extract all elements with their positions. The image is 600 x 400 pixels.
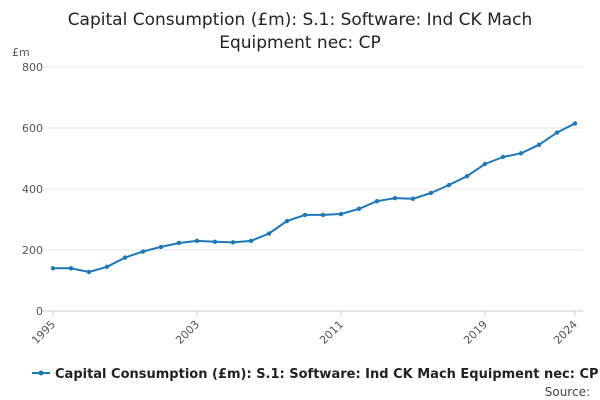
data-point[interactable]	[500, 154, 506, 160]
data-point[interactable]	[50, 266, 56, 271]
data-point[interactable]	[464, 173, 470, 179]
data-point[interactable]	[140, 249, 146, 254]
data-point[interactable]	[194, 238, 200, 244]
data-point[interactable]	[302, 212, 308, 218]
data-point[interactable]	[536, 142, 542, 147]
source-label: Source:	[545, 385, 590, 399]
y-tick-label: 800	[22, 61, 43, 74]
chart-title-line-2: Equipment nec: CP	[219, 33, 381, 53]
data-point[interactable]	[176, 240, 182, 246]
x-tick-label: 2003	[173, 318, 202, 347]
data-point[interactable]	[158, 244, 164, 250]
data-point[interactable]	[230, 240, 236, 245]
data-point[interactable]	[104, 264, 110, 269]
chart-title-line-1: Capital Consumption (£m): S.1: Software:…	[68, 10, 533, 30]
gridlines	[43, 66, 583, 251]
y-axis-unit: £m	[12, 46, 30, 59]
x-tick-label: 1995	[29, 318, 58, 347]
data-point[interactable]	[446, 182, 452, 188]
data-point[interactable]	[482, 161, 488, 167]
x-tick-label: 2019	[461, 318, 490, 347]
y-tick-label: 0	[36, 305, 43, 318]
data-point[interactable]	[392, 195, 398, 201]
data-point[interactable]	[572, 121, 578, 126]
data-point[interactable]	[212, 239, 218, 244]
data-point[interactable]	[86, 269, 92, 275]
legend-swatch-marker	[38, 370, 44, 376]
chart-title: Capital Consumption (£m): S.1: Software:…	[68, 10, 533, 53]
y-axis-ticks: 0 200 400 600 800	[22, 61, 43, 318]
x-tick-label: 2011	[317, 318, 346, 347]
data-point[interactable]	[374, 199, 380, 204]
data-point[interactable]	[320, 212, 326, 218]
legend: Capital Consumption (£m): S.1: Software:…	[32, 367, 599, 382]
y-tick-label: 200	[22, 244, 43, 257]
data-point[interactable]	[410, 196, 416, 201]
legend-entry: Capital Consumption (£m): S.1: Software:…	[55, 367, 599, 382]
data-point[interactable]	[518, 151, 524, 156]
series-group	[50, 121, 578, 275]
data-point[interactable]	[68, 266, 74, 271]
data-point[interactable]	[428, 190, 434, 196]
data-point[interactable]	[338, 211, 344, 217]
y-tick-label: 600	[22, 122, 43, 135]
y-tick-label: 400	[22, 183, 43, 196]
data-point[interactable]	[266, 231, 272, 236]
data-point[interactable]	[554, 130, 560, 135]
x-tick-label: 2024	[551, 318, 580, 347]
data-point[interactable]	[122, 255, 128, 260]
series-line	[53, 122, 576, 273]
x-axis-ticks: 1995 2003 2011 2019 2024	[29, 311, 580, 347]
data-point[interactable]	[356, 206, 362, 212]
data-point[interactable]	[248, 238, 254, 244]
data-point[interactable]	[284, 218, 290, 224]
